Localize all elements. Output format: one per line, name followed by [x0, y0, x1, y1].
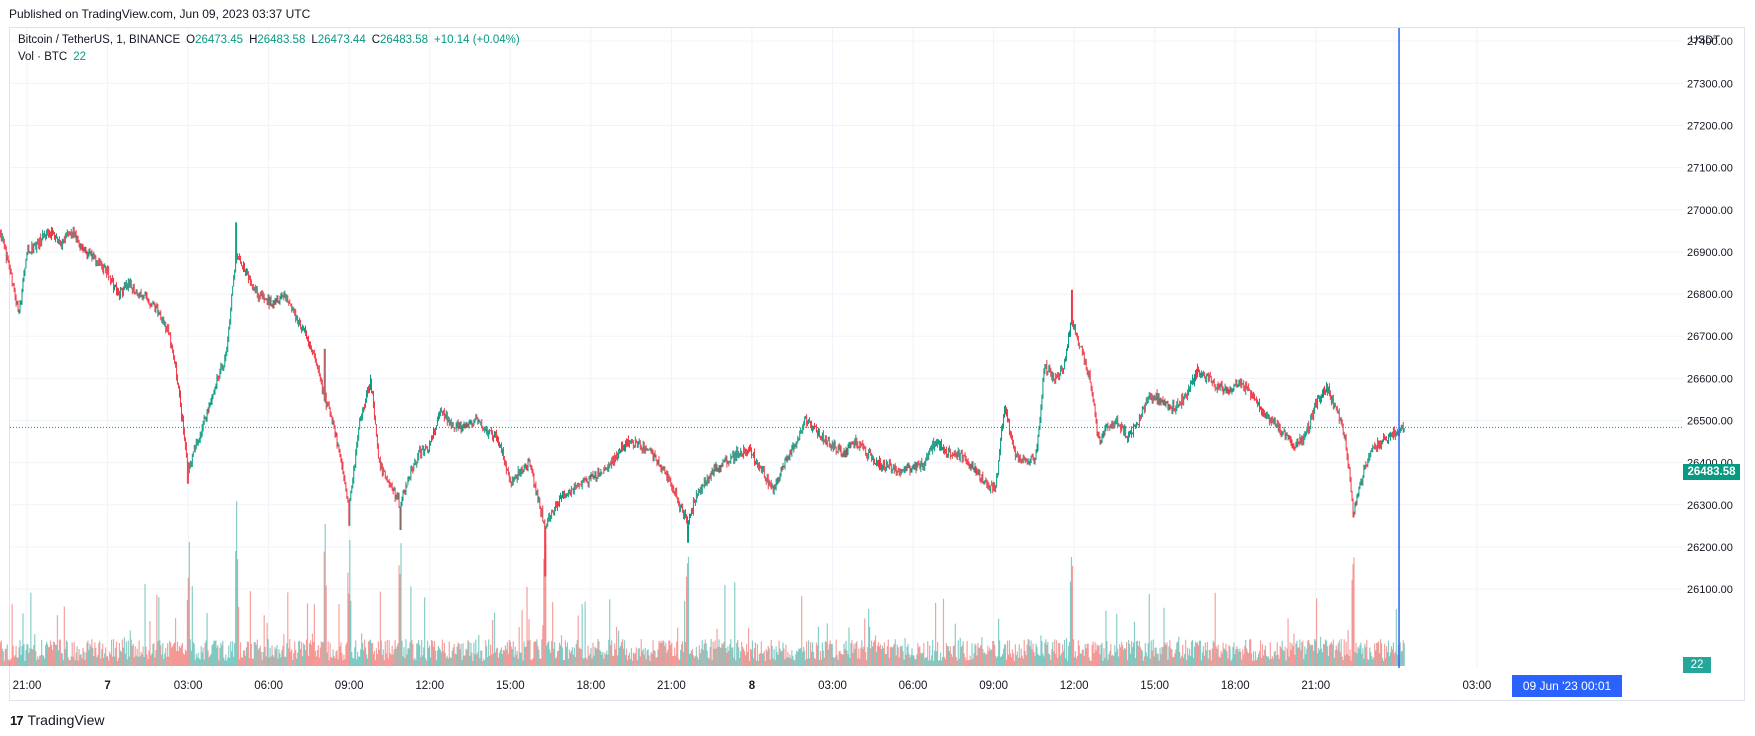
- time-tick-label: 21:00: [13, 680, 42, 692]
- price-tick-label: 26700.00: [1687, 331, 1733, 343]
- close-label: C: [371, 34, 381, 46]
- price-axis: 26100.0026200.0026300.0026400.0026500.00…: [1687, 36, 1733, 596]
- price-tick-label: 26300.00: [1687, 500, 1733, 512]
- time-tick-label: 7: [104, 680, 110, 692]
- volume-label[interactable]: Vol · BTC: [18, 51, 68, 63]
- open-label: O: [186, 34, 196, 46]
- high-label: H: [249, 34, 258, 46]
- change-value: +10.14 (+0.04%): [434, 34, 520, 46]
- time-tick-label: 12:00: [415, 680, 444, 692]
- low-label: L: [311, 34, 318, 46]
- time-tick-label: 8: [749, 680, 756, 692]
- price-tick-label: 26800.00: [1687, 289, 1733, 301]
- chart-grid: [10, 28, 1683, 668]
- price-tick-label: 27100.00: [1687, 163, 1733, 175]
- price-tick-label: 26900.00: [1687, 247, 1733, 259]
- time-tick-label: 06:00: [899, 680, 928, 692]
- time-tick-label: 09:00: [335, 680, 364, 692]
- time-tick-label: 18:00: [576, 680, 605, 692]
- brand-name: TradingView: [27, 712, 105, 728]
- time-tick-label: 21:00: [657, 680, 686, 692]
- price-tick-label: 26600.00: [1687, 373, 1733, 385]
- close-value: 26483.58: [380, 34, 428, 46]
- time-tick-label: 12:00: [1060, 680, 1089, 692]
- ohlc-legend: Bitcoin / TetherUS, 1, BINANCE O26473.45 H…: [18, 34, 520, 46]
- time-tick-label: 03:00: [1463, 680, 1492, 692]
- time-tick-label: 03:00: [174, 680, 203, 692]
- symbol-name[interactable]: Bitcoin / TetherUS, 1, BINANCE: [18, 34, 181, 46]
- time-tick-label: 21:00: [1301, 680, 1330, 692]
- time-tick-label: 06:00: [254, 680, 283, 692]
- price-tick-label: 27000.00: [1687, 205, 1733, 217]
- crosshair-time-label: 09 Jun '23 00:01: [1512, 675, 1622, 697]
- tradingview-logo-icon: 17: [10, 712, 24, 728]
- time-tick-label: 15:00: [496, 680, 525, 692]
- tradingview-footer[interactable]: 17 TradingView: [10, 712, 105, 728]
- price-tick-label: 26500.00: [1687, 416, 1733, 428]
- price-tick-label: 27300.00: [1687, 78, 1733, 90]
- price-tick-label: 27200.00: [1687, 120, 1733, 132]
- currency-label[interactable]: USDT: [1690, 34, 1720, 46]
- last-price-tag: 26483.58: [1683, 464, 1740, 480]
- open-value: 26473.45: [195, 34, 244, 46]
- time-axis: 21:00 7 03:00 06:00 09:00 12:00 15:00 18:00 21:0…: [13, 680, 1492, 692]
- time-tick-label: 03:00: [818, 680, 847, 692]
- published-notice: Published on TradingView.com, Jun 09, 20…: [9, 7, 311, 21]
- time-tick-label: 18:00: [1221, 680, 1250, 692]
- chart-frame[interactable]: [9, 27, 1745, 701]
- candlesticks: [0, 222, 1405, 577]
- time-tick-label: 15:00: [1140, 680, 1169, 692]
- price-tick-label: 26100.00: [1687, 584, 1733, 596]
- time-tick-label: 09:00: [979, 680, 1008, 692]
- low-value: 26473.44: [317, 34, 366, 46]
- volume-legend: Vol · BTC 22: [18, 51, 86, 63]
- price-tick-label: 26200.00: [1687, 542, 1733, 554]
- volume-value: 22: [73, 51, 87, 63]
- high-value: 26483.58: [257, 34, 306, 46]
- price-tick-label: 27400.00: [1687, 36, 1733, 48]
- volume-tag: 22: [1683, 657, 1711, 673]
- volume-bars: [0, 501, 1405, 666]
